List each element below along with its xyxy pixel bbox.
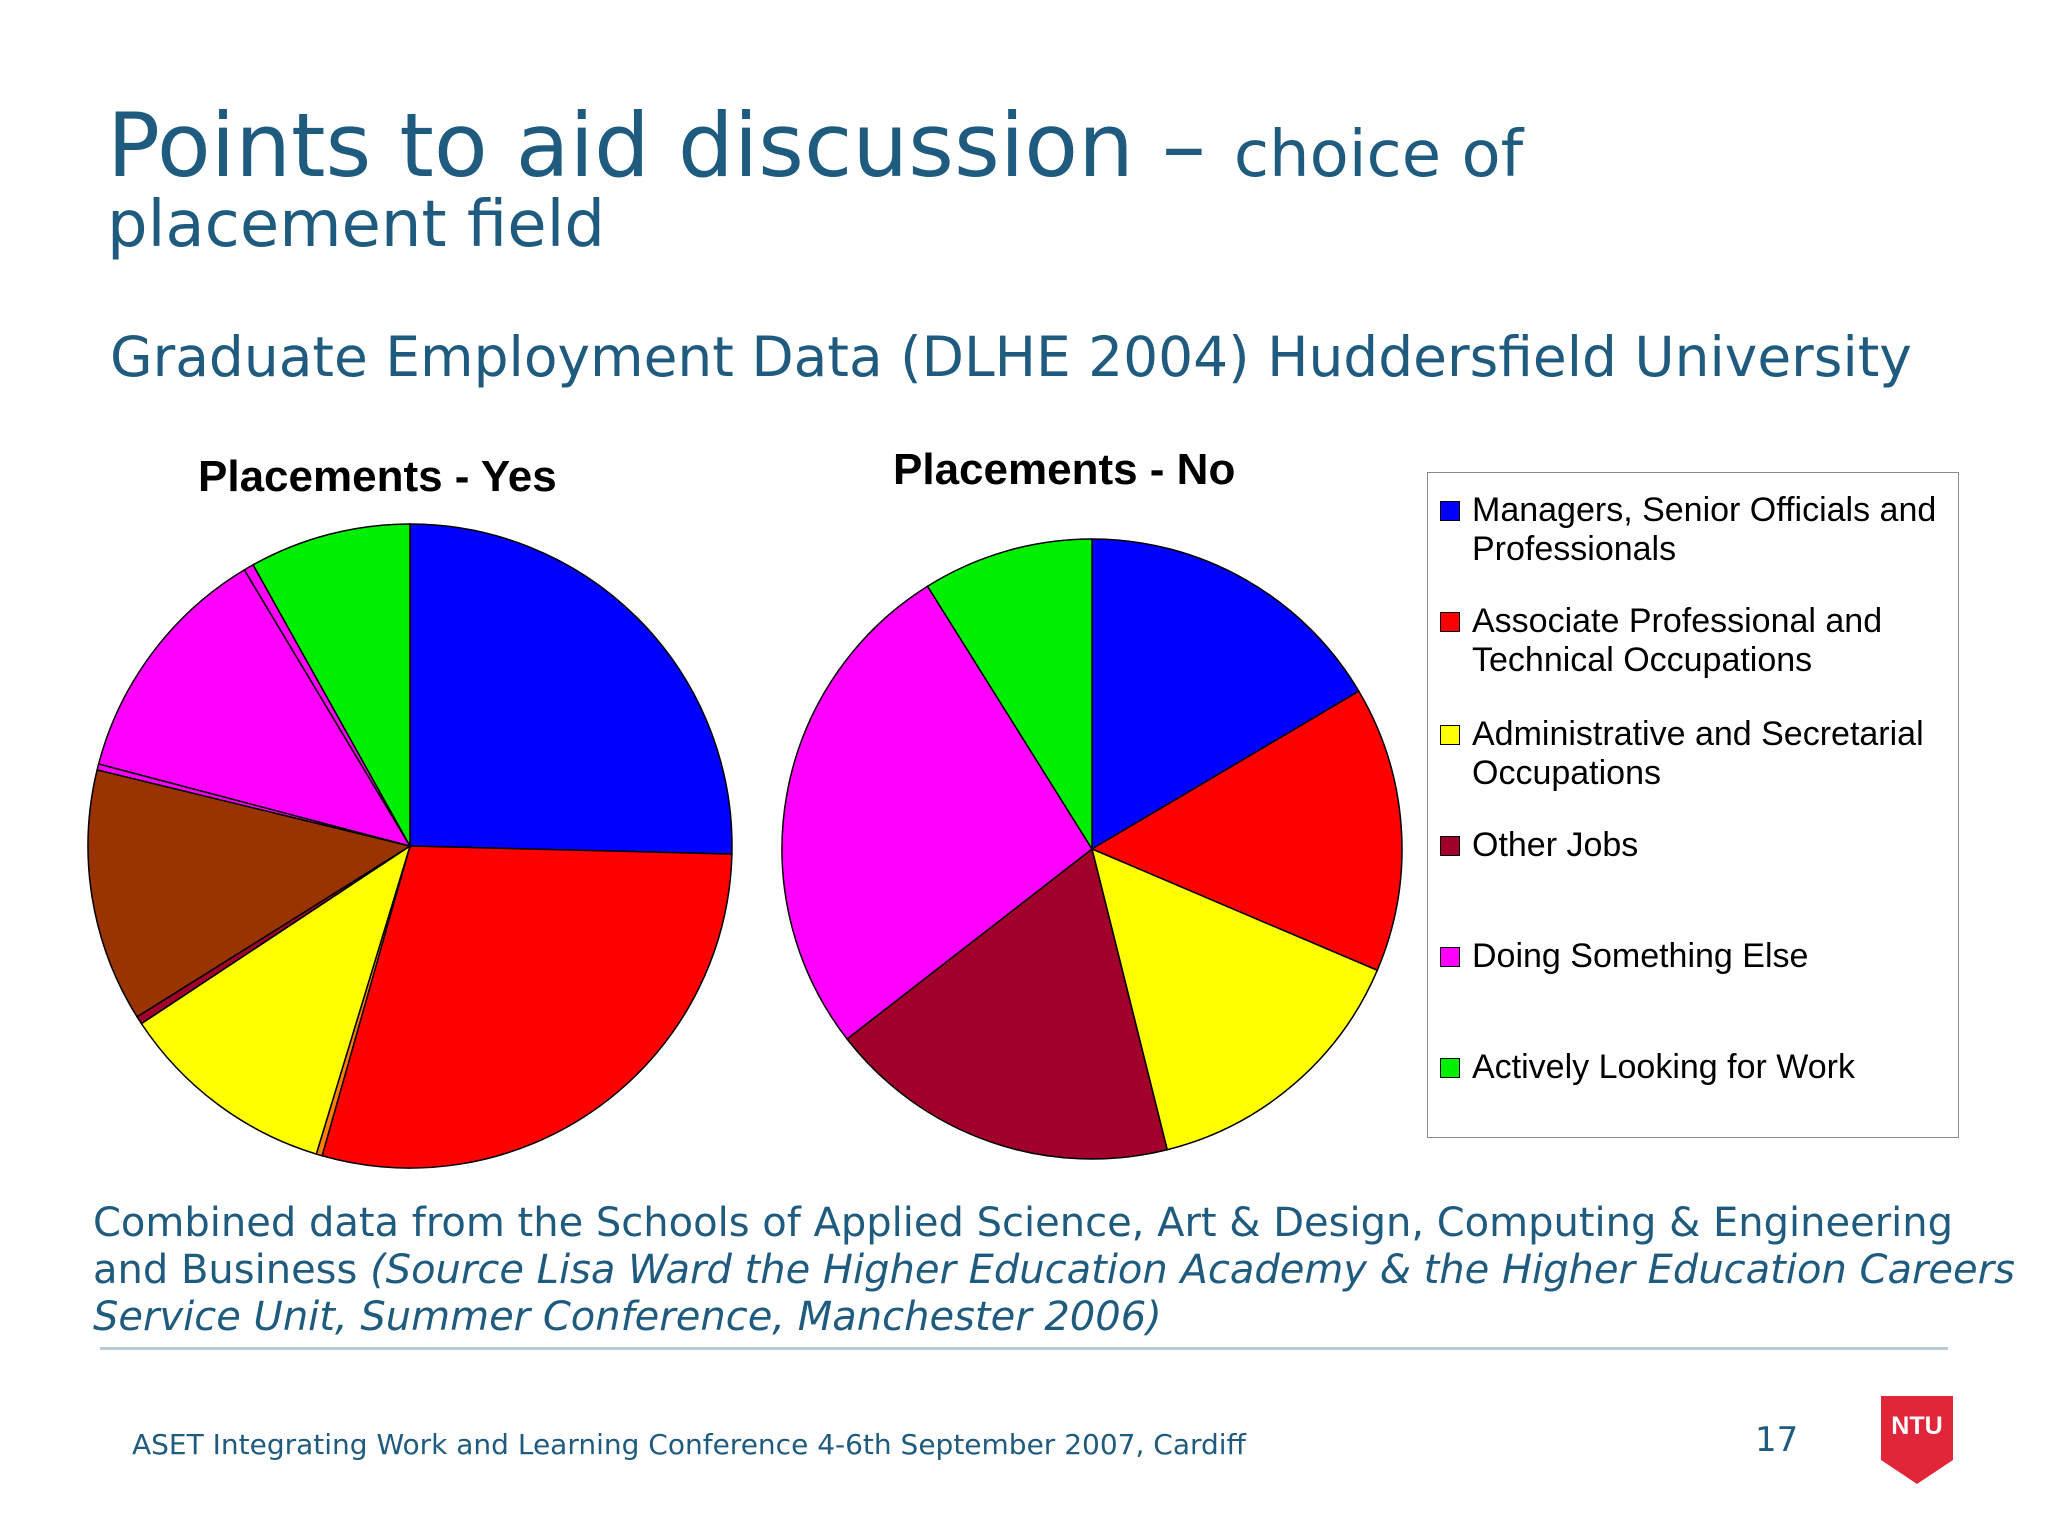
chart-title-placements-yes: Placements - Yes — [198, 452, 557, 501]
title-line2: placement field — [107, 188, 605, 263]
pie-slice-2 — [1090, 690, 1403, 972]
legend-item-other-jobs: Other Jobs — [1440, 826, 1955, 865]
pie-slice-3 — [1090, 847, 1379, 1151]
legend-swatch — [1440, 501, 1460, 521]
legend-item-actively-looking: Actively Looking for Work — [1440, 1048, 1955, 1087]
legend-item-managers: Managers, Senior Officials and Professio… — [1440, 491, 1955, 569]
legend-swatch — [1440, 836, 1460, 856]
legend-swatch — [1440, 947, 1460, 967]
footer-text: ASET Integrating Work and Learning Confe… — [132, 1428, 1246, 1461]
source-note: Combined data from the Schools of Applie… — [93, 1200, 2023, 1341]
ntu-logo: NTU — [1881, 1396, 1953, 1484]
legend-swatch — [1440, 725, 1460, 745]
legend-item-doing-something-else: Doing Something Else — [1440, 937, 1955, 976]
pie-chart-placements-no — [781, 538, 1403, 1160]
note-text: Combined data from the Schools of Applie… — [93, 1200, 1954, 1293]
pie-slice-4 — [140, 844, 412, 1155]
title-main: Points to aid discussion – — [107, 94, 1234, 197]
legend-label: Other Jobs — [1472, 826, 1639, 864]
legend-label: Associate Professional and Technical Occ… — [1472, 602, 1883, 679]
logo-text: NTU — [1891, 1412, 1942, 1440]
legend-label: Administrative and Secretarial Occupatio… — [1472, 715, 1924, 792]
pie-slice-1 — [409, 523, 733, 855]
legend-item-associate-professional: Associate Professional and Technical Occ… — [1440, 602, 1955, 680]
legend-swatch — [1440, 1058, 1460, 1078]
footer-divider — [100, 1347, 1948, 1350]
pie-slice-4 — [845, 847, 1169, 1160]
chart-legend: Managers, Senior Officials and Professio… — [1427, 472, 1959, 1138]
pie-slice-1 — [1091, 538, 1360, 851]
pie-slice-2 — [321, 845, 733, 1169]
pie-slice-5 — [781, 585, 1093, 1041]
page-number: 17 — [1755, 1420, 1799, 1460]
legend-item-administrative: Administrative and Secretarial Occupatio… — [1440, 715, 1955, 793]
pie-slice-6 — [926, 538, 1093, 852]
legend-label: Actively Looking for Work — [1472, 1048, 1855, 1086]
legend-label: Managers, Senior Officials and Professio… — [1472, 491, 1937, 568]
slide-subtitle: Graduate Employment Data (DLHE 2004) Hud… — [110, 325, 1912, 389]
legend-swatch — [1440, 612, 1460, 632]
pie-slice-6 — [87, 768, 412, 1018]
pie-slice-8 — [97, 568, 412, 848]
slide-title: Points to aid discussion – choice of pla… — [107, 99, 1807, 263]
title-sub: choice of — [1233, 118, 1524, 192]
chart-title-placements-no: Placements - No — [893, 445, 1236, 494]
pie-slice-10 — [252, 523, 411, 849]
legend-label: Doing Something Else — [1472, 937, 1809, 975]
pie-chart-placements-yes — [87, 523, 733, 1169]
note-source: (Source Lisa Ward the Higher Education A… — [93, 1247, 2015, 1340]
